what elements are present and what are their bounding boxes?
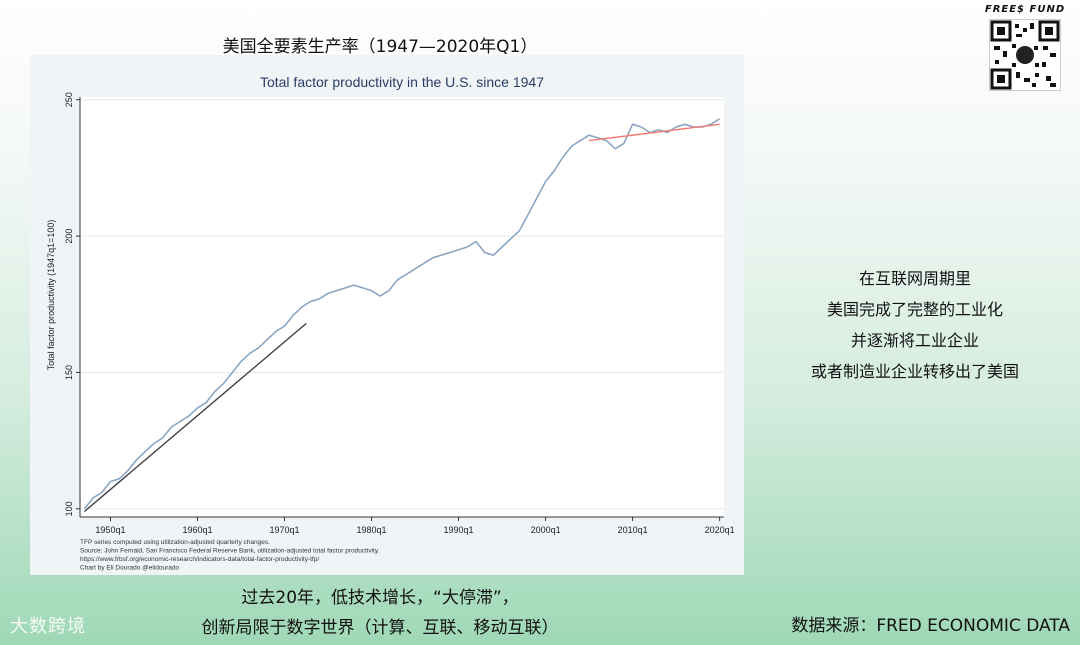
brand-block: FREE$ FUND [980, 4, 1070, 91]
x-tick-label: 2020q1 [705, 525, 735, 535]
qr-code [989, 19, 1061, 91]
side-annotation: 在互联网周期里 美国完成了完整的工业化 并逐渐将工业企业 或者制造业企业转移出了… [760, 263, 1070, 387]
watermark-logo: 大数跨境 [10, 612, 86, 638]
bottom-caption: 过去20年，低技术增长，“大停滞”， 创新局限于数字世界（计算、互联、移动互联） [150, 583, 610, 643]
data-source: 数据来源：FRED ECONOMIC DATA [791, 616, 1070, 636]
chart-footnote: Source: John Fernald, San Francisco Fede… [80, 548, 380, 555]
side-line: 并逐渐将工业企业 [850, 331, 979, 350]
x-tick-label: 1980q1 [357, 525, 387, 535]
tfp-series-line [83, 118, 721, 510]
y-tick-label: 150 [64, 365, 74, 380]
x-tick-label: 2000q1 [531, 525, 561, 535]
x-tick-label: 1950q1 [95, 525, 125, 535]
trend-line-2005-2020 [589, 123, 720, 142]
caption-line: 过去20年，低技术增长，“大停滞”， [241, 588, 519, 608]
chart-footnote: https://www.frbsf.org/economic-research/… [80, 556, 319, 563]
x-tick-label: 1990q1 [444, 525, 474, 535]
plot-area [80, 97, 724, 517]
watermark-text: 大数跨境 [10, 616, 86, 637]
tfp-line-chart: Total factor productivity in the U.S. si… [46, 74, 735, 572]
x-tick-label: 1970q1 [269, 525, 299, 535]
brand-logo: FREE$ FUND [984, 4, 1066, 15]
y-tick-label: 100 [64, 501, 74, 516]
page-title: 美国全要素生产率（1947—2020年Q1） [222, 37, 538, 57]
x-tick-label: 1960q1 [182, 525, 212, 535]
y-axis-label: Total factor productivity (1947q1=100) [46, 220, 56, 371]
y-tick-label: 250 [64, 92, 74, 107]
chart-title: Total factor productivity in the U.S. si… [260, 74, 544, 90]
qr-code-icon [990, 20, 1060, 90]
caption-line: 创新局限于数字世界（计算、互联、移动互联） [201, 618, 559, 638]
side-line: 美国完成了完整的工业化 [826, 300, 1003, 319]
x-tick-label: 2010q1 [618, 525, 648, 535]
chart-panel: Total factor productivity in the U.S. si… [30, 55, 744, 575]
chart-footnote: TFP series computed using utilization-ad… [80, 539, 270, 546]
chart-footnote: Chart by Eli Dourado @elidourado [80, 565, 179, 572]
side-line: 或者制造业企业转移出了美国 [810, 362, 1019, 381]
y-tick-label: 200 [64, 229, 74, 244]
side-line: 在互联网周期里 [858, 269, 971, 288]
trend-line-1947-1972 [83, 322, 307, 513]
